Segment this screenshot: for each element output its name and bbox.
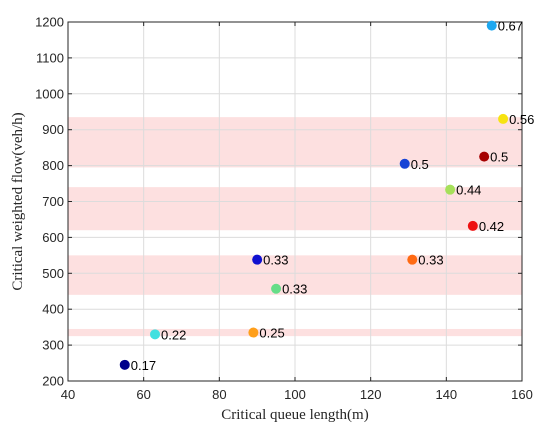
- data-point: [399, 158, 410, 169]
- x-tick-label: 100: [284, 387, 306, 402]
- y-tick-label: 300: [42, 338, 64, 353]
- x-tick-label: 40: [61, 387, 75, 402]
- y-tick-label: 1000: [35, 86, 64, 101]
- data-point-label: 0.44: [456, 183, 481, 198]
- data-point-label: 0.5: [490, 150, 508, 165]
- data-point: [271, 283, 282, 294]
- x-tick-label: 60: [136, 387, 150, 402]
- y-axis-label: Critical weighted flow(veh/h): [10, 112, 26, 290]
- data-point-label: 0.22: [161, 327, 186, 342]
- data-point-label: 0.33: [418, 253, 443, 268]
- data-point-label: 0.56: [509, 112, 534, 127]
- data-point: [479, 151, 490, 162]
- y-tick-label: 800: [42, 158, 64, 173]
- data-point: [486, 20, 497, 31]
- y-axis-ticks: 200 300 400 500 600 700 800 900 1000 1100 1200: [35, 15, 522, 389]
- grid-lines: [68, 22, 522, 381]
- data-point: [407, 254, 418, 265]
- data-point: [467, 220, 478, 231]
- data-point-label: 0.33: [263, 253, 288, 268]
- data-point: [248, 327, 259, 338]
- x-tick-label: 80: [212, 387, 226, 402]
- data-point-label: 0.42: [479, 219, 504, 234]
- x-tick-label: 140: [435, 387, 457, 402]
- x-tick-label: 160: [511, 387, 533, 402]
- data-point: [445, 184, 456, 195]
- data-point-label: 0.67: [498, 19, 523, 34]
- x-axis-label: Critical queue length(m): [221, 407, 368, 423]
- x-axis-ticks: 40 60 80 100 120 140 160: [61, 22, 533, 402]
- y-tick-label: 600: [42, 230, 64, 245]
- y-tick-label: 1100: [36, 50, 64, 65]
- y-tick-label: 400: [42, 302, 64, 317]
- y-tick-label: 500: [42, 266, 64, 281]
- data-point-label: 0.5: [411, 157, 429, 172]
- y-tick-label: 700: [42, 194, 64, 209]
- data-point: [150, 329, 161, 340]
- y-tick-label: 200: [42, 374, 64, 389]
- y-tick-label: 900: [42, 122, 64, 137]
- data-points: 0.17 0.22 0.25 0.33 0.33 0.5 0.33 0.44 0.42 0.5 0.…: [119, 19, 534, 373]
- data-point: [498, 113, 509, 124]
- data-point: [119, 359, 130, 370]
- data-point-label: 0.17: [131, 358, 156, 373]
- x-tick-label: 120: [360, 387, 382, 402]
- data-point-label: 0.25: [259, 326, 284, 341]
- data-point-label: 0.33: [282, 282, 307, 297]
- y-tick-label: 1200: [35, 15, 64, 30]
- data-point: [252, 254, 263, 265]
